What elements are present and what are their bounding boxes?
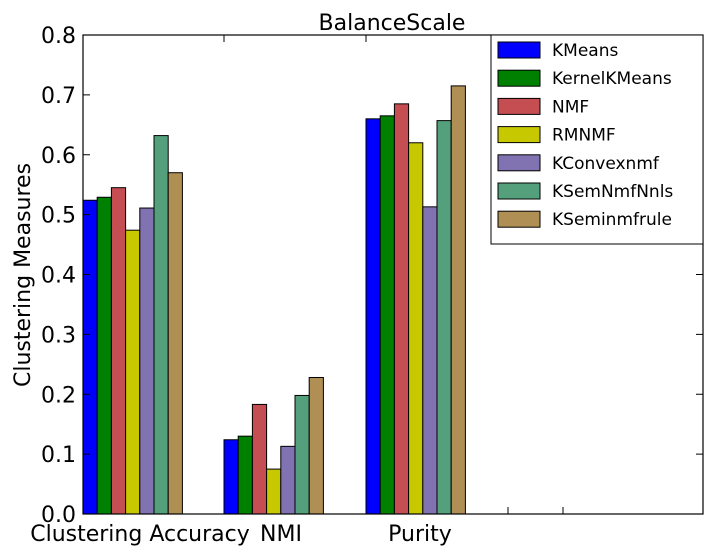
legend-swatch-kmeans — [497, 41, 541, 59]
x-tick-label: Purity — [388, 522, 452, 547]
bar-kconvexnmf-2 — [422, 206, 438, 515]
bar-kernelkmeans-0 — [96, 196, 112, 515]
bar-kseminmfrule-0 — [167, 172, 183, 515]
y-tick-label: 0.2 — [41, 383, 76, 408]
bar-ksemnmfnnls-2 — [436, 120, 452, 515]
bar-ksemnmfnnls-1 — [294, 394, 310, 515]
bar-kconvexnmf-0 — [139, 207, 155, 515]
y-tick-label: 0.7 — [41, 84, 76, 109]
bar-rmnmf-0 — [125, 229, 141, 515]
y-tick-label: 0.5 — [41, 204, 76, 229]
y-tick-label: 0.3 — [41, 323, 76, 348]
bar-nmf-0 — [110, 187, 127, 515]
legend-swatch-kernelkmeans — [497, 69, 541, 87]
chart-title: BalanceScale — [319, 11, 466, 36]
legend-label-kmeans: KMeans — [552, 41, 618, 61]
legend-swatch-ksemnmfnnls — [497, 182, 541, 200]
bar-kernelkmeans-2 — [379, 115, 395, 515]
legend-label-ksemnmfnnls: KSemNmfNnls — [552, 182, 673, 202]
bar-kseminmfrule-2 — [450, 85, 466, 515]
y-tick-label: 0.0 — [41, 503, 76, 528]
legend-label-kconvexnmf: KConvexnmf — [552, 154, 660, 174]
bar-kmeans-0 — [82, 199, 98, 515]
x-tick-label: NMI — [260, 522, 302, 547]
y-axis-label: Clustering Measures — [11, 163, 36, 387]
legend-label-rmnmf: RMNMF — [552, 126, 616, 146]
bar-kconvexnmf-1 — [280, 445, 296, 515]
legend-label-kseminmfrule: KSeminmfrule — [552, 210, 672, 230]
bar-nmf-2 — [393, 103, 410, 515]
bar-rmnmf-1 — [266, 468, 282, 515]
y-tick-label: 0.1 — [41, 443, 76, 468]
bar-kmeans-1 — [223, 439, 239, 515]
bar-ksemnmfnnls-0 — [153, 135, 169, 515]
legend-label-kernelkmeans: KernelKMeans — [552, 69, 672, 89]
legend-label-nmf: NMF — [552, 97, 589, 117]
y-tick-label: 0.4 — [41, 264, 76, 289]
legend: KMeans KernelKMeans NMF RMNMF KConvexnmf KSem… — [490, 34, 704, 245]
bar-kernelkmeans-1 — [237, 435, 253, 515]
y-tick-label: 0.8 — [41, 24, 76, 49]
bar-kseminmfrule-1 — [308, 376, 324, 515]
y-tick-label: 0.6 — [41, 144, 76, 169]
legend-swatch-kconvexnmf — [497, 154, 541, 172]
plot-area: 0.0 0.1 0.2 0.3 0.4 0.5 0.6 0.7 0.8 Clustering Ac… — [30, 24, 704, 547]
legend-swatch-nmf — [497, 97, 541, 115]
bar-nmf-1 — [251, 403, 268, 515]
legend-swatch-kseminmfrule — [497, 210, 541, 228]
bar-kmeans-2 — [365, 118, 381, 515]
legend-swatch-rmnmf — [497, 126, 541, 144]
x-tick-label: Clustering Accuracy — [30, 522, 250, 547]
bar-rmnmf-2 — [408, 142, 424, 515]
